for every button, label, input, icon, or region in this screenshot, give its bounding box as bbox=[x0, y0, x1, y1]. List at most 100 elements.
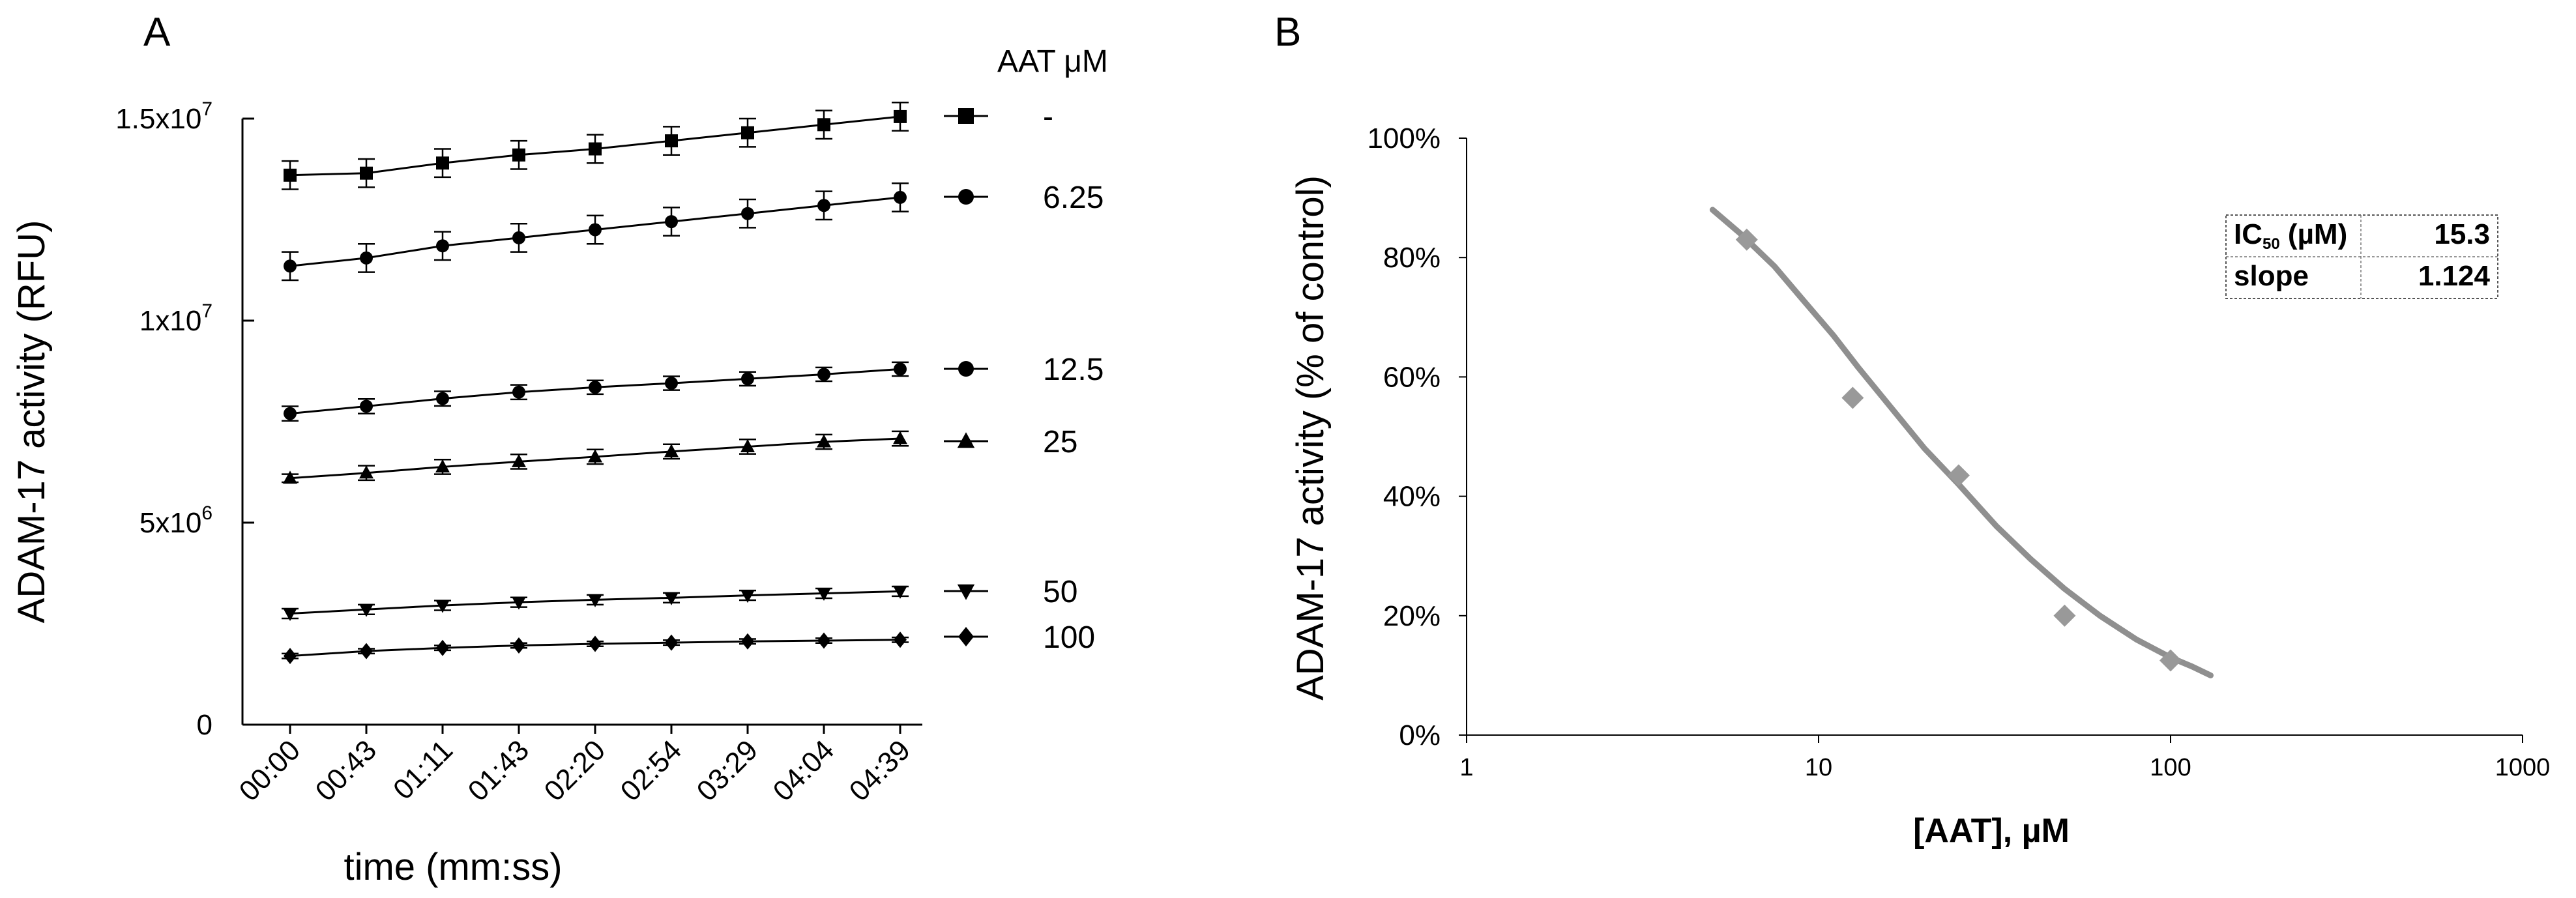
a-data-point bbox=[664, 444, 679, 457]
b-table-label-text: slope bbox=[2234, 260, 2309, 292]
a-data-point bbox=[284, 259, 297, 273]
a-legend-marker bbox=[958, 361, 974, 377]
a-data-point bbox=[589, 223, 602, 237]
b-table-label: IC50 (µM) bbox=[2234, 218, 2347, 253]
a-legend-label: - bbox=[1043, 100, 1053, 134]
b-y-tick-label: 80% bbox=[1383, 242, 1441, 274]
a-legend-marker bbox=[958, 108, 974, 124]
a-data-point bbox=[512, 637, 525, 654]
b-y-tick-label: 100% bbox=[1367, 123, 1441, 154]
a-data-point bbox=[359, 465, 373, 479]
b-data-point bbox=[1735, 228, 1758, 251]
a-data-point bbox=[436, 639, 449, 656]
b-y-tick-label: 40% bbox=[1383, 481, 1441, 513]
a-legend: AAT μM - 6.25 12.5 25 50 100 bbox=[944, 44, 1108, 655]
b-fit-curve bbox=[1709, 207, 2214, 678]
a-data-point bbox=[436, 392, 449, 405]
a-data-point bbox=[817, 368, 830, 381]
a-data-point bbox=[740, 439, 755, 452]
a-data-point bbox=[435, 459, 450, 472]
a-legend-marker bbox=[958, 627, 974, 646]
a-data-point bbox=[817, 632, 830, 649]
b-data-point bbox=[2159, 649, 2182, 672]
a-legend-marker bbox=[957, 584, 975, 600]
a-x-tick-label: 02:20 bbox=[538, 734, 612, 807]
b-x-tick-label: 10 bbox=[1805, 754, 1832, 781]
a-data-point bbox=[664, 592, 679, 605]
a-data-point bbox=[894, 190, 907, 204]
a-data-point bbox=[589, 381, 602, 394]
a-x-tick-label: 04:04 bbox=[767, 734, 841, 807]
a-data-point bbox=[817, 434, 831, 448]
a-legend-marker bbox=[958, 189, 974, 205]
a-data-point bbox=[741, 372, 754, 386]
a-y-tick-exponent: 7 bbox=[201, 98, 212, 120]
b-table-value: 1.124 bbox=[2418, 260, 2491, 292]
a-data-point bbox=[284, 648, 297, 665]
a-data-point bbox=[665, 634, 678, 651]
a-legend-label: 25 bbox=[1043, 425, 1077, 459]
a-y-tick-label: 0 bbox=[197, 709, 212, 741]
a-data-point bbox=[512, 385, 525, 399]
b-x-axis-title: [AAT], µM bbox=[1913, 812, 2070, 850]
b-data-point bbox=[2053, 604, 2076, 627]
b-table-label-unit: (µM) bbox=[2280, 218, 2348, 250]
b-table-value: 15.3 bbox=[2434, 218, 2490, 250]
b-stats-table: IC50 (µM) 15.3 slope 1.124 bbox=[2225, 214, 2498, 299]
a-data-point bbox=[283, 608, 297, 621]
a-data-point bbox=[817, 199, 830, 212]
a-data-point bbox=[359, 603, 373, 617]
a-series-3 bbox=[282, 361, 909, 422]
a-data-point bbox=[436, 239, 449, 253]
a-data-point bbox=[741, 207, 754, 220]
b-table-border bbox=[2225, 214, 2498, 299]
a-x-axis-title: time (mm:ss) bbox=[344, 846, 562, 888]
a-data-point bbox=[665, 215, 678, 229]
a-data-point bbox=[512, 454, 526, 467]
a-data-point bbox=[893, 431, 907, 444]
a-y-tick-exponent: 6 bbox=[201, 502, 212, 524]
a-x-tick-label: 03:29 bbox=[691, 734, 765, 807]
a-data-point bbox=[665, 377, 678, 390]
a-series-6 bbox=[282, 631, 909, 665]
a-y-tick-base: 1x10 bbox=[139, 305, 201, 337]
a-data-point bbox=[284, 407, 297, 420]
a-x-tick-label: 00:43 bbox=[310, 734, 383, 807]
b-x-ticks: 1 10 100 1000 bbox=[1459, 735, 2550, 781]
a-data-point bbox=[588, 449, 602, 463]
a-series-4 bbox=[282, 430, 909, 484]
a-data-point bbox=[740, 590, 755, 603]
a-y-tick-base: 1.5x10 bbox=[115, 103, 201, 135]
a-data-point bbox=[512, 596, 526, 610]
a-series-2 bbox=[282, 182, 909, 282]
a-data-point bbox=[741, 633, 754, 650]
a-y-tick-label: 5x106 bbox=[139, 502, 212, 539]
panel-b-label: B bbox=[1274, 10, 1301, 55]
a-data-point bbox=[894, 362, 907, 376]
a-y-tick-label: 1x107 bbox=[139, 300, 212, 337]
a-series-group bbox=[282, 101, 909, 665]
a-y-ticks: 0 5x106 1x107 1.5x107 bbox=[115, 98, 254, 741]
a-y-tick-base: 5x10 bbox=[139, 507, 201, 539]
a-data-point bbox=[894, 631, 907, 648]
b-x-tick-label: 100 bbox=[2150, 754, 2191, 781]
a-series-1 bbox=[282, 101, 909, 190]
a-data-point bbox=[665, 134, 678, 148]
a-data-point bbox=[360, 643, 373, 659]
a-data-point bbox=[360, 166, 373, 180]
a-data-point bbox=[360, 399, 373, 413]
b-data-point bbox=[1841, 386, 1864, 409]
a-y-axis-title: ADAM-17 activity (RFU) bbox=[10, 220, 53, 624]
a-data-point bbox=[283, 471, 297, 484]
a-x-tick-label: 02:54 bbox=[615, 734, 688, 807]
a-legend-label: 12.5 bbox=[1043, 353, 1104, 387]
a-x-tick-label: 00:00 bbox=[233, 734, 307, 807]
a-data-point bbox=[588, 594, 602, 607]
a-legend-label: 100 bbox=[1043, 620, 1095, 655]
a-data-point bbox=[435, 600, 450, 613]
b-table-label-text: IC bbox=[2234, 218, 2262, 250]
b-y-tick-label: 0% bbox=[1399, 719, 1441, 751]
a-data-point bbox=[817, 588, 831, 601]
